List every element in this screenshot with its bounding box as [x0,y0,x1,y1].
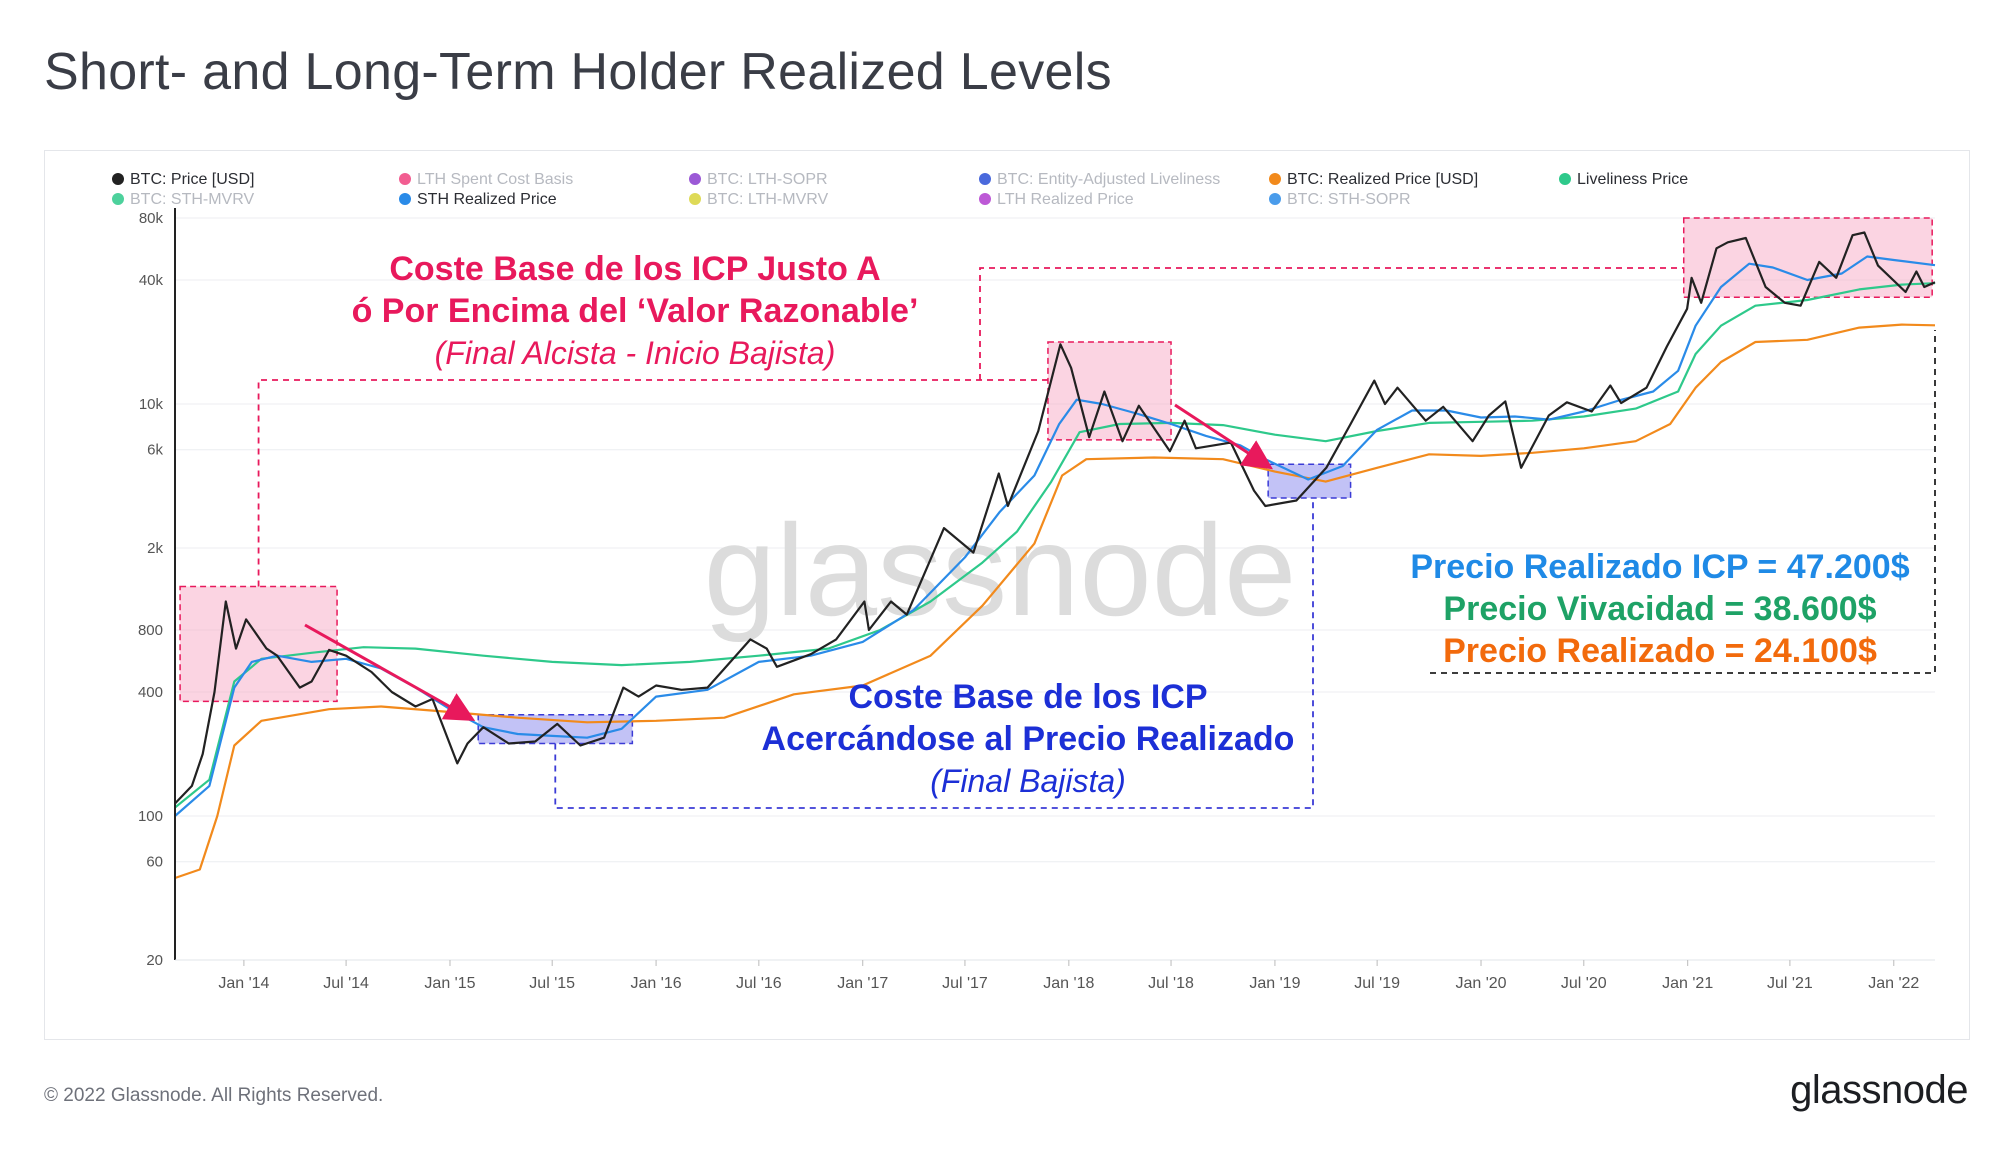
series-line [174,255,1936,817]
y-tick-label: 400 [138,684,163,701]
legend-dot [979,173,991,185]
y-tick-label: 800 [138,622,163,639]
legend-dot [112,193,124,205]
x-tick-label: Jul '17 [942,975,988,992]
grid [175,217,1935,961]
annotation-top-line3: (Final Alcista - Inicio Bajista) [435,335,836,371]
annotation-top-line1: Coste Base de los ICP Justo A [389,250,880,288]
legend-dot [689,173,701,185]
x-tick-label: Jan '17 [837,975,888,992]
x-tick-label: Jan '14 [218,975,269,992]
legend-dot [689,193,701,205]
legend-item: BTC: STH-MVRV [130,191,254,208]
legend-dot [399,173,411,185]
connector-black [1430,330,1936,674]
legend-item: Liveliness Price [1577,171,1688,188]
y-tick-label: 100 [138,808,163,825]
y-tick-label: 10k [139,396,164,413]
series [174,231,1936,880]
x-tick-label: Jul '18 [1148,975,1194,992]
legend-item: LTH Spent Cost Basis [417,171,573,188]
legend-dot [1269,173,1281,185]
y-tick-label: 6k [147,442,163,459]
arrow [304,623,476,721]
legend-item: LTH Realized Price [997,191,1134,208]
x-tick-label: Jul '15 [529,975,575,992]
legend-dot [112,173,124,185]
x-tick-label: Jan '21 [1662,975,1713,992]
x-tick-label: Jan '15 [424,975,475,992]
legend-dot [1269,193,1281,205]
y-tick-label: 40k [139,272,164,289]
highlight-box-blue [1267,463,1352,499]
legend-item: BTC: Price [USD] [130,171,254,188]
legend-item: BTC: LTH-SOPR [707,171,828,188]
page-title: Short- and Long-Term Holder Realized Lev… [44,43,1112,101]
annotations: Coste Base de los ICP Justo A ó Por Enci… [352,250,1910,799]
x-tick-label: Jan '22 [1868,975,1919,992]
legend-item: BTC: STH-SOPR [1287,191,1411,208]
connector-pink [257,379,1048,587]
legend-dot [399,193,411,205]
annotation-mid-line3: (Final Bajista) [930,763,1126,799]
glassnode-logo: glassnode [1790,1068,1968,1112]
connector-blue [554,497,1314,809]
annotation-top-line2: ó Por Encima del ‘Valor Razonable’ [352,292,919,330]
chart-frame [44,150,1970,1040]
legend-item: BTC: LTH-MVRV [707,191,829,208]
y-tick-label: 20 [146,952,163,969]
x-tick-label: Jan '18 [1043,975,1094,992]
x-tick-label: Jul '16 [736,975,782,992]
legend-item: BTC: Entity-Adjusted Liveliness [997,171,1220,188]
y-tick-label: 60 [146,854,163,871]
arrow [1174,403,1274,470]
legend-dot [1559,173,1571,185]
x-tick-label: Jan '16 [631,975,682,992]
x-tick-label: Jul '19 [1354,975,1400,992]
y-tick-label: 2k [147,540,163,557]
series-line [174,323,1936,880]
legend-item: STH Realized Price [417,191,557,208]
annotation-mid-line1: Coste Base de los ICP [848,678,1207,716]
copyright: © 2022 Glassnode. All Rights Reserved. [44,1085,384,1106]
watermark: glassnode [704,497,1297,643]
highlight-box-pink [179,585,338,703]
annotation-sth-value: Precio Realizado ICP = 47.200$ [1410,548,1909,586]
series-line [174,231,1936,805]
annotation-liveliness-value: Precio Vivacidad = 38.600$ [1443,590,1876,628]
legend: BTC: Price [USD] LTH Spent Cost Basis BTC:… [112,171,1688,208]
connector-pink [979,267,1684,380]
x-tick-label: Jul '20 [1561,975,1607,992]
x-tick-label: Jan '19 [1249,975,1300,992]
x-tick-label: Jul '14 [323,975,369,992]
annotation-mid-line2: Acercándose al Precio Realizado [762,720,1295,758]
x-tick-label: Jan '20 [1455,975,1506,992]
legend-item: BTC: Realized Price [USD] [1287,171,1478,188]
axes: 20 60 100 400 800 2k 6k 10k 40k 80k Jan '14 Jul '14… [138,208,1935,992]
legend-dot [979,193,991,205]
x-tick-label: Jul '21 [1767,975,1813,992]
annotation-realized-value: Precio Realizado = 24.100$ [1443,632,1877,670]
y-tick-label: 80k [139,210,164,227]
series-line [174,282,1936,809]
